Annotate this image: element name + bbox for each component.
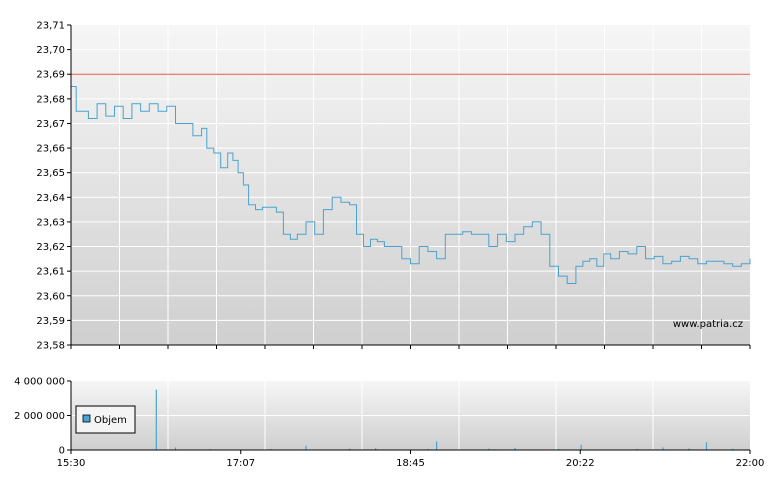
price-y-tick-label: 23,67 [36,119,65,130]
price-y-axis: 23,71 23,70 23,69 23,68 23,67 23,66 23,65 23,64… [36,21,71,352]
x-tick-label: 17:07 [226,458,255,469]
legend-swatch [82,414,91,423]
price-y-tick-label: 23,66 [36,144,65,155]
x-tick-label: 18:45 [396,458,425,469]
price-y-tick-label: 23,64 [36,193,65,204]
price-series-line [71,86,751,284]
volume-x-axis: 15:30 17:07 18:45 20:22 22:00 [57,450,765,469]
price-y-tick-label: 23,65 [36,168,65,179]
price-y-tick-label: 23,63 [36,217,65,228]
volume-y-tick-label: 4 000 000 [14,377,65,388]
legend: Objem [75,405,136,434]
volume-plot: 4 000 000 2 000 000 0 15:30 17:07 18:45 20:22… [14,377,764,470]
volume-y-tick-label: 0 [59,446,65,457]
volume-grid [71,381,750,450]
price-y-tick-label: 23,62 [36,242,65,253]
price-plot: 23,71 23,70 23,69 23,68 23,67 23,66 23,65 23,64… [36,21,751,352]
x-tick-label: 20:22 [566,458,595,469]
legend-label: Objem [94,415,127,426]
price-y-tick-label: 23,58 [36,341,65,352]
volume-y-tick-label: 2 000 000 [14,411,65,422]
price-y-tick-label: 23,71 [36,21,65,32]
price-grid [71,25,750,345]
price-y-tick-label: 23,60 [36,291,65,302]
price-y-tick-label: 23,61 [36,267,65,278]
price-y-tick-label: 23,59 [36,316,65,327]
x-tick-label: 22:00 [736,458,765,469]
price-y-tick-label: 23,69 [36,70,65,81]
watermark: www.patria.cz [673,319,743,330]
volume-y-axis: 4 000 000 2 000 000 0 [14,377,71,457]
x-tick-label: 15:30 [57,458,86,469]
price-x-ticks [70,345,751,349]
price-y-tick-label: 23,70 [36,45,65,56]
price-y-tick-label: 23,68 [36,94,65,105]
